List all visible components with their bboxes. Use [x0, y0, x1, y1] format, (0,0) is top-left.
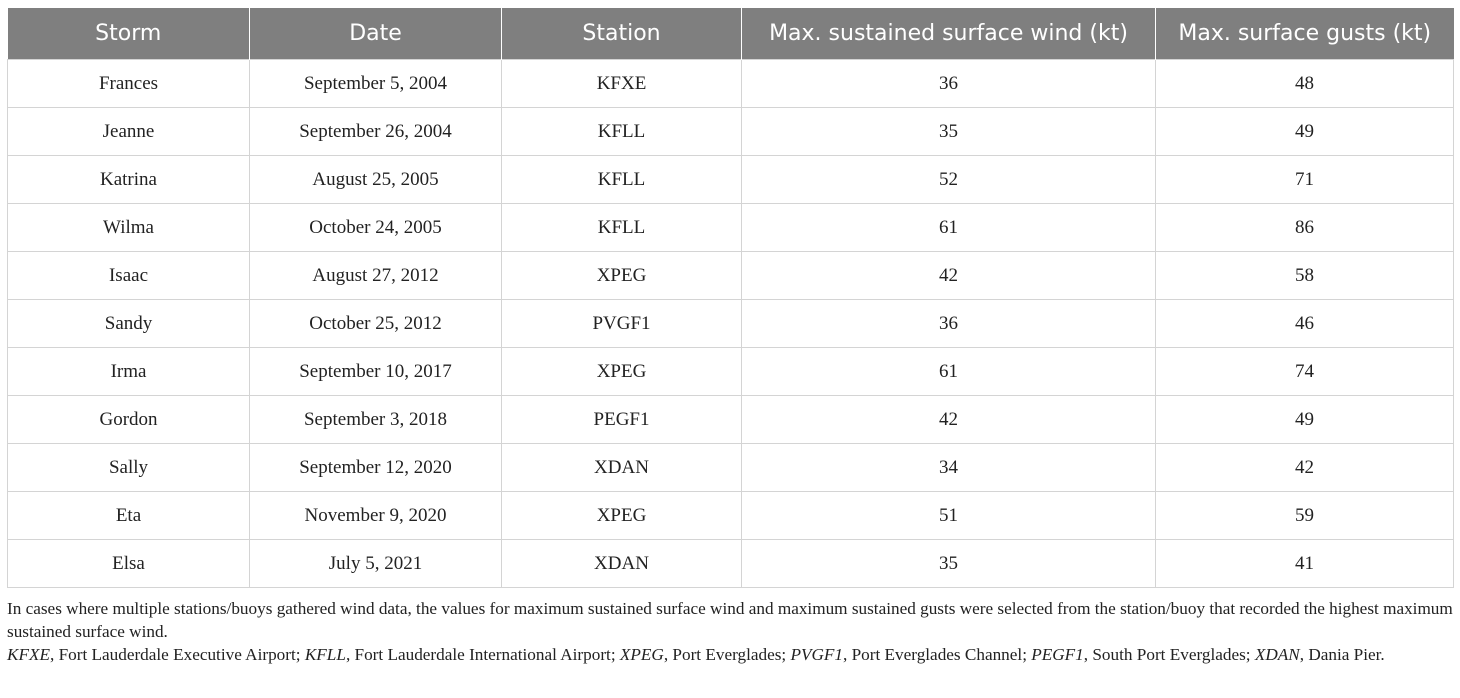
date-cell: September 12, 2020	[249, 443, 502, 492]
storm-cell: Wilma	[7, 203, 250, 252]
abbreviation-meaning: Port Everglades Channel	[851, 645, 1023, 664]
max-gust-cell: 49	[1155, 395, 1454, 444]
max-gust-cell: 49	[1155, 107, 1454, 156]
max-gust-cell: 71	[1155, 155, 1454, 204]
table-header-row: Storm Date Station Max. sustained surfac…	[7, 8, 1454, 60]
station-cell: PEGF1	[501, 395, 742, 444]
header-storm: Storm	[7, 8, 250, 60]
table-notes: In cases where multiple stations/buoys g…	[7, 597, 1457, 666]
max-gust-cell: 86	[1155, 203, 1454, 252]
storm-cell: Sandy	[7, 299, 250, 348]
header-max-sustained-wind: Max. sustained surface wind (kt)	[741, 8, 1156, 60]
date-cell: September 3, 2018	[249, 395, 502, 444]
table-row: Isaac August 27, 2012 XPEG 42 58	[7, 251, 1454, 300]
max-wind-cell: 61	[741, 203, 1156, 252]
date-cell: August 25, 2005	[249, 155, 502, 204]
storm-cell: Isaac	[7, 251, 250, 300]
max-wind-cell: 42	[741, 251, 1156, 300]
date-cell: October 24, 2005	[249, 203, 502, 252]
date-cell: October 25, 2012	[249, 299, 502, 348]
max-wind-cell: 52	[741, 155, 1156, 204]
max-wind-cell: 34	[741, 443, 1156, 492]
max-gust-cell: 59	[1155, 491, 1454, 540]
table-row: Wilma October 24, 2005 KFLL 61 86	[7, 203, 1454, 252]
table-row: Sandy October 25, 2012 PVGF1 36 46	[7, 299, 1454, 348]
date-cell: September 10, 2017	[249, 347, 502, 396]
station-cell: XPEG	[501, 251, 742, 300]
table-row: Frances September 5, 2004 KFXE 36 48	[7, 59, 1454, 108]
header-station: Station	[501, 8, 742, 60]
max-gust-cell: 48	[1155, 59, 1454, 108]
max-wind-cell: 42	[741, 395, 1156, 444]
storm-wind-table: Storm Date Station Max. sustained surfac…	[7, 8, 1454, 588]
storm-cell: Eta	[7, 491, 250, 540]
header-date: Date	[249, 8, 502, 60]
header-max-gusts: Max. surface gusts (kt)	[1155, 8, 1454, 60]
max-gust-cell: 58	[1155, 251, 1454, 300]
date-cell: September 5, 2004	[249, 59, 502, 108]
table-body: Frances September 5, 2004 KFXE 36 48 Jeanne Se…	[7, 59, 1454, 588]
station-cell: KFLL	[501, 203, 742, 252]
max-gust-cell: 46	[1155, 299, 1454, 348]
storm-cell: Jeanne	[7, 107, 250, 156]
abbreviation-code: PEGF1	[1031, 645, 1084, 664]
abbreviation-code: XDAN	[1254, 645, 1300, 664]
station-cell: XPEG	[501, 347, 742, 396]
max-wind-cell: 36	[741, 59, 1156, 108]
table-row: Katrina August 25, 2005 KFLL 52 71	[7, 155, 1454, 204]
station-cell: KFLL	[501, 155, 742, 204]
table-row: Sally September 12, 2020 XDAN 34 42	[7, 443, 1454, 492]
max-wind-cell: 36	[741, 299, 1156, 348]
storm-cell: Sally	[7, 443, 250, 492]
abbreviation-meaning: Fort Lauderdale International Airport	[354, 645, 611, 664]
storm-cell: Gordon	[7, 395, 250, 444]
abbreviation-code: KFLL	[304, 645, 346, 664]
table-row: Jeanne September 26, 2004 KFLL 35 49	[7, 107, 1454, 156]
date-cell: September 26, 2004	[249, 107, 502, 156]
storm-cell: Irma	[7, 347, 250, 396]
abbreviation-meaning: Port Everglades	[672, 645, 782, 664]
storm-cell: Frances	[7, 59, 250, 108]
storm-cell: Katrina	[7, 155, 250, 204]
abbreviation-meaning: Fort Lauderdale Executive Airport	[58, 645, 296, 664]
max-wind-cell: 35	[741, 539, 1156, 588]
abbreviations-legend: KFXE, Fort Lauderdale Executive Airport;…	[7, 645, 1385, 664]
footnote: In cases where multiple stations/buoys g…	[7, 599, 1453, 641]
storm-cell: Elsa	[7, 539, 250, 588]
date-cell: August 27, 2012	[249, 251, 502, 300]
abbreviation-meaning: South Port Everglades	[1092, 645, 1246, 664]
station-cell: PVGF1	[501, 299, 742, 348]
max-gust-cell: 42	[1155, 443, 1454, 492]
table-row: Irma September 10, 2017 XPEG 61 74	[7, 347, 1454, 396]
abbreviation-code: PVGF1	[790, 645, 844, 664]
station-cell: XDAN	[501, 443, 742, 492]
abbreviation-code: XPEG	[619, 645, 664, 664]
max-gust-cell: 41	[1155, 539, 1454, 588]
station-cell: KFLL	[501, 107, 742, 156]
max-wind-cell: 35	[741, 107, 1156, 156]
abbreviation-meaning: Dania Pier	[1308, 645, 1381, 664]
station-cell: XDAN	[501, 539, 742, 588]
date-cell: July 5, 2021	[249, 539, 502, 588]
storm-wind-table-container: Storm Date Station Max. sustained surfac…	[7, 8, 1454, 588]
max-wind-cell: 51	[741, 491, 1156, 540]
abbreviation-code: KFXE	[7, 645, 50, 664]
max-wind-cell: 61	[741, 347, 1156, 396]
table-row: Elsa July 5, 2021 XDAN 35 41	[7, 539, 1454, 588]
table-row: Eta November 9, 2020 XPEG 51 59	[7, 491, 1454, 540]
table-row: Gordon September 3, 2018 PEGF1 42 49	[7, 395, 1454, 444]
station-cell: XPEG	[501, 491, 742, 540]
station-cell: KFXE	[501, 59, 742, 108]
date-cell: November 9, 2020	[249, 491, 502, 540]
max-gust-cell: 74	[1155, 347, 1454, 396]
